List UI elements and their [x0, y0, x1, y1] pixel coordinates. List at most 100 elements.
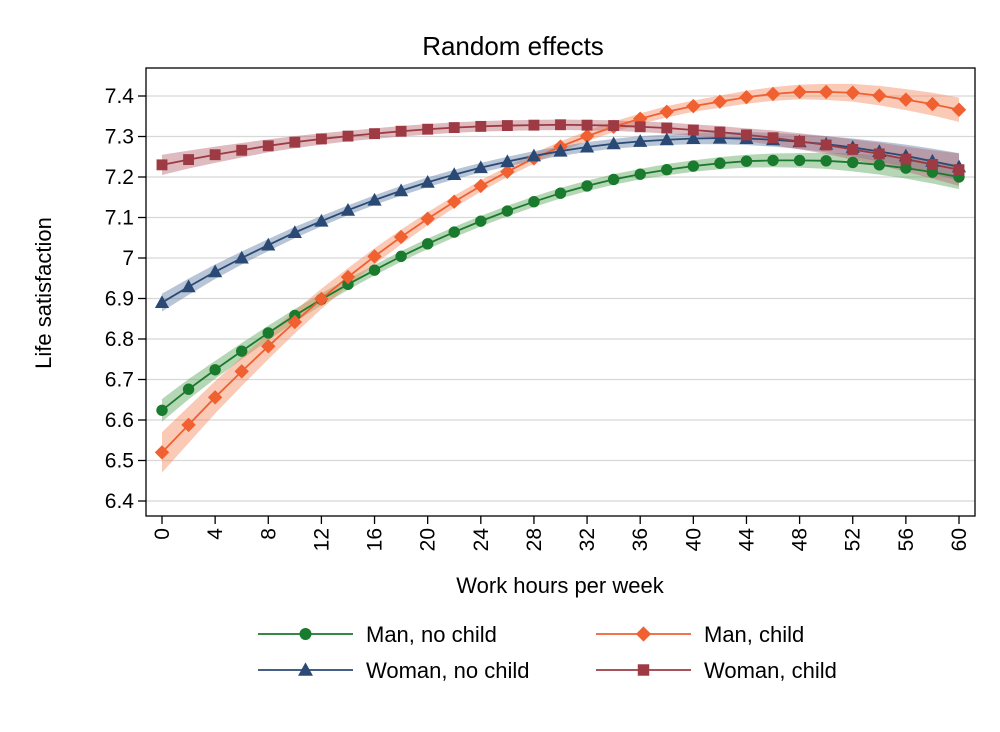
data-point: [421, 238, 434, 250]
y-tick-label: 6.5: [105, 450, 134, 473]
data-point: [340, 269, 356, 285]
data-point: [367, 192, 382, 206]
data-point: [315, 133, 327, 145]
chart-title: Random effects: [422, 31, 604, 61]
x-tick-label: 44: [735, 528, 758, 552]
data-point: [261, 237, 276, 251]
gridlines: [146, 95, 975, 502]
data-point: [873, 148, 885, 160]
x-tick-label: 16: [364, 528, 387, 551]
data-point: [794, 135, 806, 147]
legend-marker: [298, 662, 313, 676]
data-point: [714, 126, 726, 138]
data-point: [687, 124, 699, 136]
legend-item: Woman, no child: [258, 658, 529, 683]
data-point: [554, 187, 567, 199]
legend-item: Man, no child: [258, 622, 497, 647]
data-point: [872, 88, 887, 103]
y-tick-label: 6.8: [105, 328, 134, 351]
data-point: [793, 154, 806, 167]
data-point: [581, 119, 593, 131]
data-point: [608, 120, 620, 132]
data-point: [156, 404, 168, 416]
data-point: [528, 119, 540, 131]
data-point: [287, 225, 302, 238]
y-axis-title: Life satisfaction: [31, 217, 56, 369]
data-point: [634, 121, 646, 133]
data-point: [820, 155, 832, 167]
legend-marker: [299, 628, 312, 640]
data-point: [420, 211, 435, 226]
x-tick-label: 8: [257, 528, 280, 540]
legend-label: Woman, child: [704, 658, 837, 683]
x-tick-label: 40: [682, 528, 705, 551]
legend-item: Woman, child: [596, 658, 837, 683]
data-point: [393, 229, 409, 245]
data-point: [581, 180, 593, 192]
data-point: [420, 174, 435, 188]
data-point: [555, 119, 566, 131]
y-tick-label: 6.6: [105, 409, 134, 432]
plot-frame: [145, 67, 976, 517]
data-point: [183, 154, 195, 166]
x-tick-label: 36: [629, 528, 652, 551]
y-tick-label: 6.7: [105, 369, 134, 392]
x-tick-label: 24: [470, 528, 493, 552]
data-point: [687, 160, 700, 172]
data-point: [553, 143, 568, 157]
x-tick-label: 12: [310, 528, 333, 551]
data-point: [765, 86, 781, 102]
data-point: [262, 327, 274, 339]
data-point: [741, 129, 752, 141]
data-point: [262, 140, 274, 152]
data-point: [739, 90, 754, 105]
x-tick-label: 4: [204, 528, 227, 540]
x-tick-label: 28: [523, 528, 546, 551]
data-point: [369, 128, 380, 140]
data-point: [607, 173, 620, 186]
data-point: [606, 136, 621, 150]
data-point: [209, 364, 221, 376]
data-point: [473, 160, 488, 174]
legend-marker: [637, 664, 650, 676]
y-tick-label: 6.4: [105, 490, 135, 513]
data-point: [661, 122, 673, 134]
data-point: [209, 149, 221, 161]
x-axis-title: Work hours per week: [456, 573, 664, 598]
x-tick-label: 56: [895, 528, 918, 551]
data-point: [926, 159, 938, 170]
data-point: [156, 159, 168, 171]
data-point: [847, 156, 859, 169]
data-point: [659, 104, 674, 120]
data-point: [820, 139, 832, 151]
data-point: [661, 164, 673, 176]
data-point: [394, 183, 409, 197]
data-point: [422, 123, 434, 135]
data-point: [367, 249, 382, 264]
data-point: [208, 264, 223, 278]
data-point: [287, 314, 303, 330]
data-point: [342, 130, 354, 142]
data-point: [236, 144, 248, 156]
data-point: [154, 295, 170, 309]
data-point: [686, 98, 701, 114]
data-point: [818, 84, 834, 100]
y-tick-label: 7.3: [105, 126, 134, 149]
data-point: [475, 120, 487, 132]
y-tick-label: 7.1: [105, 207, 134, 230]
x-tick-label: 0: [151, 528, 174, 540]
data-point: [475, 215, 487, 227]
data-point: [501, 120, 513, 132]
data-point: [526, 148, 542, 162]
data-point: [500, 164, 515, 179]
data-point: [368, 264, 381, 276]
legend-label: Man, no child: [366, 622, 497, 647]
data-point: [500, 154, 515, 168]
data-point: [767, 154, 779, 167]
data-point: [953, 164, 965, 176]
data-point: [234, 250, 249, 264]
data-point: [289, 136, 301, 148]
legend: Man, no child Man, child Woman, no child Wo…: [258, 622, 837, 683]
data-point: [447, 167, 462, 181]
